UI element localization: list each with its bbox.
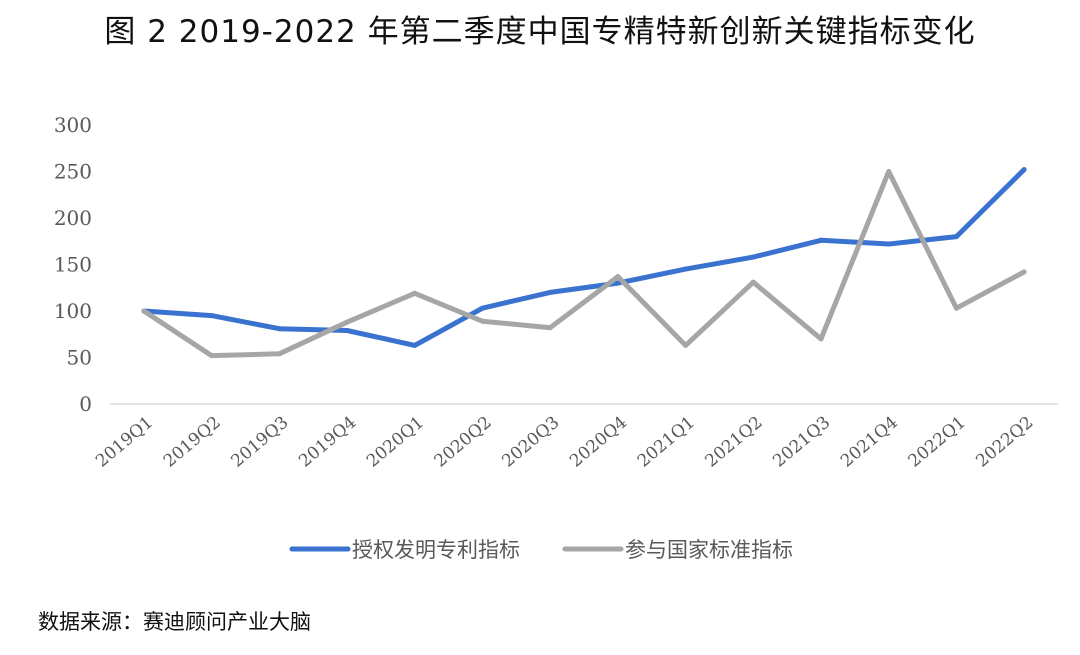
y-tick-label: 250 xyxy=(54,160,92,184)
legend-label-1: 授权发明专利指标 xyxy=(352,538,520,562)
series-1-point xyxy=(683,266,689,272)
x-axis: 2019Q1 2019Q2 2019Q3 2019Q4 2020Q1 2020Q2 2020… xyxy=(92,413,1037,472)
legend-label-2: 参与国家标准指标 xyxy=(625,538,793,562)
series-1-point xyxy=(818,237,824,243)
y-tick-label: 300 xyxy=(54,113,92,137)
x-tick-label: 2020Q2 xyxy=(431,413,496,472)
x-tick-label: 2021Q2 xyxy=(702,413,767,472)
x-tick-label: 2020Q3 xyxy=(498,413,563,472)
series-line-1 xyxy=(141,167,1027,348)
series-1-point xyxy=(276,326,282,332)
series-2-point xyxy=(344,319,350,325)
series-1-point xyxy=(547,289,553,295)
x-tick-label: 2020Q1 xyxy=(363,413,428,472)
series-1-point xyxy=(615,280,621,286)
chart-title: 图 2 2019-2022 年第二季度中国专精特新创新关键指标变化 xyxy=(104,14,976,50)
y-tick-label: 150 xyxy=(54,253,92,277)
x-tick-label: 2022Q1 xyxy=(905,413,970,472)
x-tick-label: 2019Q2 xyxy=(160,413,225,472)
y-axis: 0 50 100 150 200 250 300 xyxy=(54,113,92,416)
y-tick-label: 100 xyxy=(54,299,92,323)
y-tick-label: 200 xyxy=(54,206,92,230)
series-2-point xyxy=(479,318,485,324)
series-2-point xyxy=(141,308,147,314)
series-2-point xyxy=(547,325,553,331)
y-tick-label: 50 xyxy=(67,346,92,370)
x-tick-label: 2022Q2 xyxy=(972,413,1037,472)
series-2-point xyxy=(615,274,621,280)
source-note: 数据来源：赛迪顾问产业大脑 xyxy=(38,610,311,634)
series-1-point xyxy=(209,313,215,319)
series-1-point xyxy=(750,254,756,260)
x-tick-label: 2021Q4 xyxy=(837,413,902,472)
legend: 授权发明专利指标 参与国家标准指标 xyxy=(289,538,793,562)
x-tick-label: 2021Q1 xyxy=(634,413,699,472)
series-2-point xyxy=(276,351,282,357)
series-2-point xyxy=(683,342,689,348)
series-layer xyxy=(141,167,1027,359)
series-1-point xyxy=(412,342,418,348)
series-1-point xyxy=(344,328,350,333)
series-2-point xyxy=(1021,269,1027,275)
x-tick-label: 2019Q1 xyxy=(92,413,157,472)
x-tick-label: 2020Q4 xyxy=(566,413,631,472)
series-1-point xyxy=(886,241,892,247)
series-1-point xyxy=(1021,167,1027,173)
series-2-point xyxy=(412,290,418,296)
series-1-point xyxy=(479,305,485,311)
series-2-point xyxy=(750,279,756,285)
series-2-point xyxy=(209,353,215,359)
series-2-point xyxy=(886,169,892,174)
x-tick-label: 2021Q3 xyxy=(769,413,834,472)
series-2-point xyxy=(953,305,959,311)
series-2-point xyxy=(818,336,824,342)
x-tick-label: 2019Q4 xyxy=(295,413,360,472)
y-tick-label: 0 xyxy=(79,392,92,416)
series-line-2 xyxy=(141,169,1027,359)
series-1-point xyxy=(953,234,959,240)
x-tick-label: 2019Q3 xyxy=(228,413,293,472)
